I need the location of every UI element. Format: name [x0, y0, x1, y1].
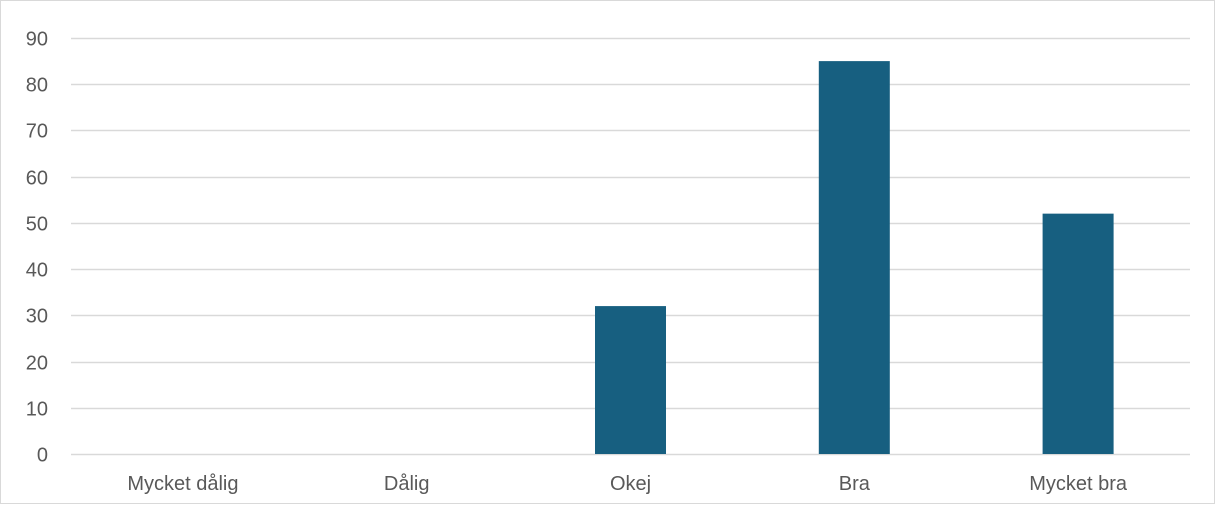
- x-tick-label: Okej: [610, 473, 651, 495]
- x-tick-label: Dålig: [384, 473, 430, 495]
- y-tick-label: 80: [26, 75, 48, 97]
- y-tick-label: 60: [26, 168, 48, 190]
- y-tick-label: 70: [26, 121, 48, 143]
- bar: [595, 306, 666, 454]
- bars: [595, 61, 1114, 454]
- bar: [1042, 213, 1114, 454]
- bar: [818, 61, 890, 454]
- y-tick-label: 20: [26, 353, 48, 375]
- x-tick-label: Mycket bra: [1029, 473, 1128, 495]
- x-axis-tick-labels: Mycket dålig Dålig Okej Bra Mycket bra: [127, 473, 1128, 495]
- y-tick-label: 40: [26, 260, 48, 282]
- x-tick-label: Bra: [839, 473, 871, 495]
- y-tick-label: 30: [26, 306, 48, 328]
- y-tick-label: 0: [37, 445, 48, 467]
- y-tick-label: 10: [26, 399, 48, 421]
- y-tick-label: 90: [26, 29, 48, 51]
- y-axis-tick-labels: 0 10 20 30 40 50 60 70 80 90: [26, 29, 48, 467]
- x-tick-label: Mycket dålig: [127, 473, 238, 495]
- gridlines: [71, 37, 1190, 456]
- y-tick-label: 50: [26, 214, 48, 236]
